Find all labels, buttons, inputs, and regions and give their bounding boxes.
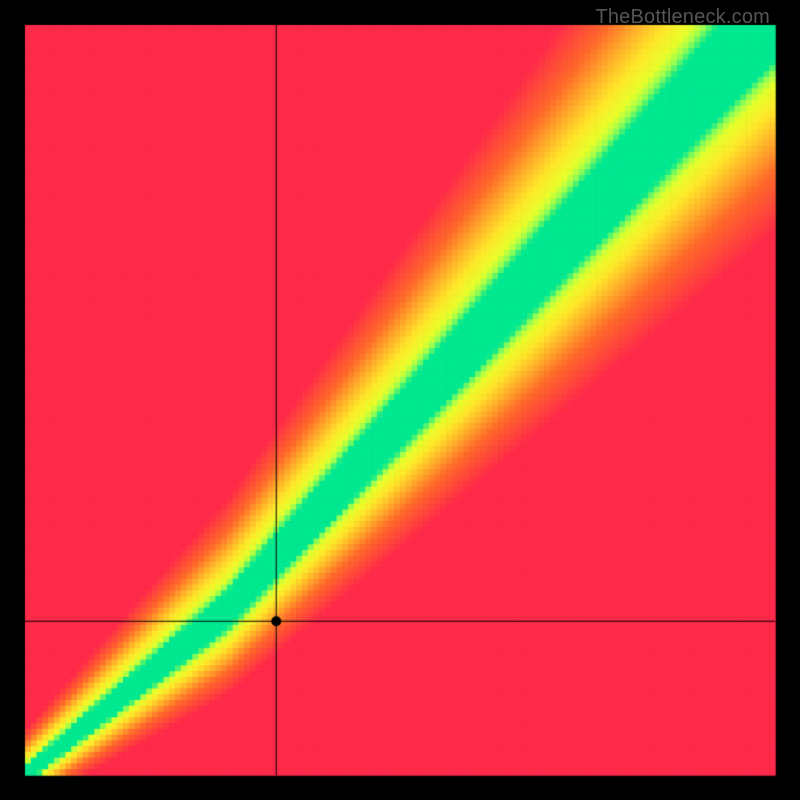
watermark-text: TheBottleneck.com	[595, 6, 770, 29]
chart-container: TheBottleneck.com	[0, 0, 800, 800]
heatmap-canvas	[0, 0, 800, 800]
